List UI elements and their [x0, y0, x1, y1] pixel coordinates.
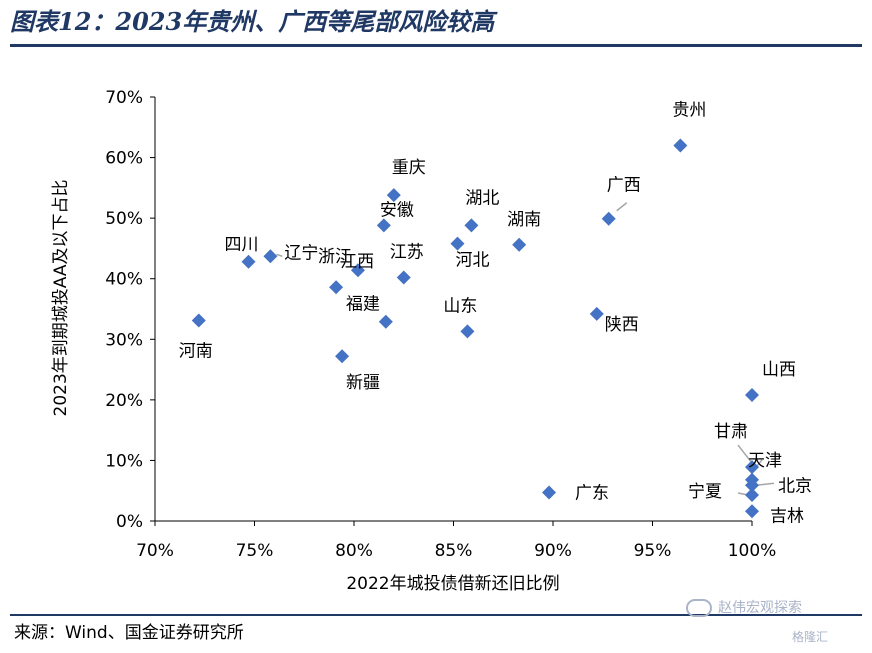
leader-line	[276, 253, 283, 258]
data-point-marker	[191, 313, 206, 328]
y-tick-label: 20%	[105, 391, 143, 411]
data-point-marker	[745, 487, 759, 502]
data-point-marker	[745, 388, 759, 403]
data-point-label: 陕西	[605, 315, 639, 335]
data-point-marker	[241, 254, 256, 269]
data-point-marker	[745, 504, 759, 519]
y-tick-label: 10%	[105, 451, 143, 471]
data-point-marker	[542, 485, 557, 500]
data-point-label: 甘肃	[714, 422, 748, 442]
watermark-secondary: 格隆汇	[792, 630, 829, 644]
data-point-label: 江苏	[390, 243, 424, 263]
data-point-label: 吉林	[770, 506, 804, 526]
y-tick-label: 50%	[105, 209, 143, 229]
x-tick-label: 75%	[236, 541, 274, 561]
x-tick-label: 70%	[136, 541, 174, 561]
data-point-label: 贵州	[672, 100, 706, 120]
watermark: 赵伟宏观探索	[686, 598, 802, 618]
data-point-label: 北京	[778, 476, 812, 496]
data-point-marker	[263, 249, 278, 264]
y-tick-label: 60%	[105, 149, 143, 169]
data-point-marker	[450, 236, 465, 251]
data-point-marker	[601, 211, 616, 226]
data-point-marker	[512, 237, 527, 252]
data-point-label: 辽宁	[284, 243, 318, 263]
data-point-marker	[376, 218, 391, 233]
data-point-label: 河南	[179, 342, 213, 362]
data-point-label: 河北	[455, 251, 489, 271]
data-point-label: 福建	[346, 295, 380, 315]
x-tick-label: 95%	[634, 541, 672, 561]
data-point-label: 四川	[225, 235, 259, 255]
y-tick-label: 40%	[105, 270, 143, 290]
title-divider	[10, 44, 862, 47]
watermark-text: 赵伟宏观探索	[718, 600, 802, 616]
leader-line	[737, 444, 753, 464]
data-point-marker	[460, 324, 475, 339]
data-point-label: 广西	[607, 176, 641, 196]
scatter-chart: 70% 75% 80% 85% 90% 95% 100% 0% 10% 20% 30% 40% 50% 6…	[51, 88, 812, 594]
data-point-label: 湖南	[507, 210, 541, 230]
data-point-marker	[350, 263, 365, 278]
data-point-label: 浙江	[318, 247, 352, 267]
data-point-marker	[329, 280, 344, 295]
chart-ticks: 70% 75% 80% 85% 90% 95% 100% 0% 10% 20% 30% 40% 50% 6…	[105, 88, 776, 561]
data-point-label: 新疆	[346, 373, 380, 393]
y-tick-label: 0%	[116, 512, 143, 532]
data-point-marker	[589, 306, 604, 321]
x-tick-label: 80%	[335, 541, 373, 561]
y-axis-label: 2023年到期城投AA及以下占比	[51, 180, 71, 417]
x-tick-label: 100%	[728, 541, 777, 561]
data-point-label: 重庆	[392, 158, 426, 178]
x-tick-label: 90%	[534, 541, 572, 561]
x-axis-label: 2022年城投债借新还旧比例	[346, 574, 559, 594]
data-point-label: 宁夏	[688, 482, 722, 502]
page-title: 图表12：2023年贵州、广西等尾部风险较高	[10, 7, 495, 36]
data-point-marker	[745, 478, 759, 493]
x-tick-label: 85%	[435, 541, 473, 561]
leader-line	[616, 202, 628, 212]
footer-divider	[10, 614, 862, 616]
data-point-marker	[335, 349, 350, 364]
wechat-icon	[686, 599, 712, 617]
data-point-label: 山东	[443, 296, 477, 316]
data-point-label: 安徽	[380, 200, 414, 220]
data-point-marker	[378, 314, 393, 329]
data-point-marker	[386, 188, 401, 203]
leader-line	[755, 482, 775, 487]
data-point-label: 湖北	[465, 188, 499, 208]
data-point-label: 山西	[762, 360, 796, 380]
data-point-label: 天津	[748, 451, 782, 471]
data-point-marker	[745, 460, 759, 475]
data-point-label: 广东	[575, 484, 609, 504]
y-tick-label: 70%	[105, 88, 143, 108]
y-tick-label: 30%	[105, 330, 143, 350]
data-point-marker	[396, 270, 411, 285]
data-point-marker	[673, 138, 688, 153]
data-point-label: 江西	[340, 252, 374, 272]
source-note: 来源：Wind、国金证券研究所	[14, 623, 244, 643]
chart-points	[191, 138, 759, 519]
data-point-marker	[464, 218, 479, 233]
